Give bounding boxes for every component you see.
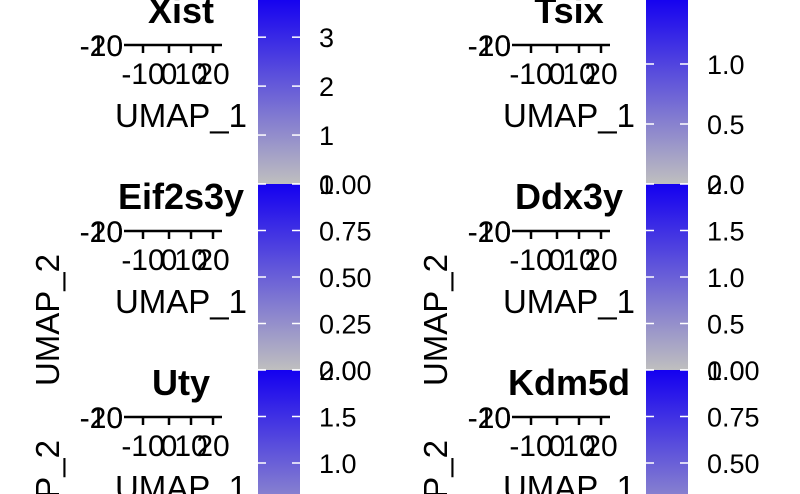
colorbar-tick-label: 2.0 [707,170,745,200]
y-tick-label: -10 [468,402,511,435]
x-tick-label: -10 [121,244,164,277]
colorbar-tick-label: 1.0 [707,50,745,80]
x-tick-label: -10 [509,58,552,91]
colorbar-tick-label: 3 [319,23,334,53]
y-tick-label: -20 [80,402,123,435]
colorbar-tick-label: 0 [319,170,334,200]
y-tick-label: -10 [80,402,123,435]
y-axis-label: UMAP_2 [29,440,66,494]
x-axis-label: UMAP_1 [503,469,635,494]
colorbar [646,0,688,184]
y-tick-label: -20 [80,216,123,249]
colorbar-tick-label: 0.75 [707,403,760,433]
x-tick-label: 20 [196,58,229,91]
colorbar-tick-label: 0.0 [707,170,745,200]
x-tick-label: -10 [509,430,552,463]
y-tick-label: -10 [468,216,511,249]
colorbar-tick-label: 1.0 [319,449,357,479]
x-axis-label: UMAP_1 [115,283,247,320]
y-tick-label: -10 [468,30,511,63]
x-tick-label: 0 [161,244,178,277]
y-axis-label: UMAP_2 [417,254,454,386]
colorbar-tick-label: 0.00 [319,356,372,386]
x-tick-label: 10 [174,244,207,277]
y-tick-label: -20 [80,30,123,63]
x-tick-label: 20 [584,244,617,277]
x-tick-label: -10 [121,430,164,463]
x-tick-label: 20 [196,430,229,463]
colorbar-tick-label: 0.0 [707,356,745,386]
colorbar-tick-label: 0.50 [707,449,760,479]
colorbar-tick-label: 2 [319,72,334,102]
panel-title: Kdm5d [508,362,630,403]
colorbar-tick-label: 0.50 [319,263,372,293]
feature-panel-uty: UtyUMAP_2-1001020-20-10UMAP_12.01.51.00.… [29,356,357,494]
colorbar-tick-label: 1 [319,121,334,151]
y-tick-label: -10 [80,216,123,249]
colorbar-tick-label: 1.0 [707,263,745,293]
x-tick-label: 0 [549,244,566,277]
colorbar-tick-label: 0.5 [707,110,745,140]
x-tick-label: 10 [562,58,595,91]
panel-title: Xist [148,0,214,31]
x-tick-label: -10 [121,58,164,91]
colorbar [258,0,300,184]
x-axis-label: UMAP_1 [115,97,247,134]
x-tick-label: 10 [174,58,207,91]
panel-title: Ddx3y [515,176,623,217]
x-axis-label: UMAP_1 [503,97,635,134]
colorbar-tick-label: 0.5 [707,310,745,340]
x-tick-label: -10 [509,244,552,277]
colorbar-tick-label: 1.00 [319,170,372,200]
x-tick-label: 10 [562,244,595,277]
panel-title: Uty [152,362,210,403]
x-axis-label: UMAP_1 [503,283,635,320]
panel-title: Eif2s3y [118,176,244,217]
colorbar-tick-label: 0.25 [319,310,372,340]
x-tick-label: 20 [584,430,617,463]
colorbar [258,370,300,494]
y-tick-label: -20 [468,402,511,435]
y-tick-label: -10 [80,30,123,63]
colorbar-tick-label: 1.00 [707,356,760,386]
y-axis-label: UMAP_2 [417,440,454,494]
colorbar-tick-label: 1.5 [707,217,745,247]
colorbar [646,370,688,494]
y-axis-label: UMAP_2 [29,254,66,386]
y-tick-label: -20 [468,216,511,249]
x-axis-label: UMAP_1 [115,469,247,494]
colorbar-tick-label: 1.5 [319,403,357,433]
colorbar-tick-label: 2.0 [319,356,357,386]
x-tick-label: 0 [549,430,566,463]
colorbar-tick-label: 0.75 [319,217,372,247]
x-tick-label: 0 [161,430,178,463]
x-tick-label: 10 [174,430,207,463]
x-tick-label: 0 [549,58,566,91]
x-tick-label: 20 [584,58,617,91]
x-tick-label: 20 [196,244,229,277]
feature-panel-kdm5d: Kdm5dUMAP_2-1001020-20-10UMAP_11.000.750… [417,356,760,494]
x-tick-label: 10 [562,430,595,463]
x-tick-label: 0 [161,58,178,91]
panel-title: Tsix [534,0,603,31]
y-tick-label: -20 [468,30,511,63]
